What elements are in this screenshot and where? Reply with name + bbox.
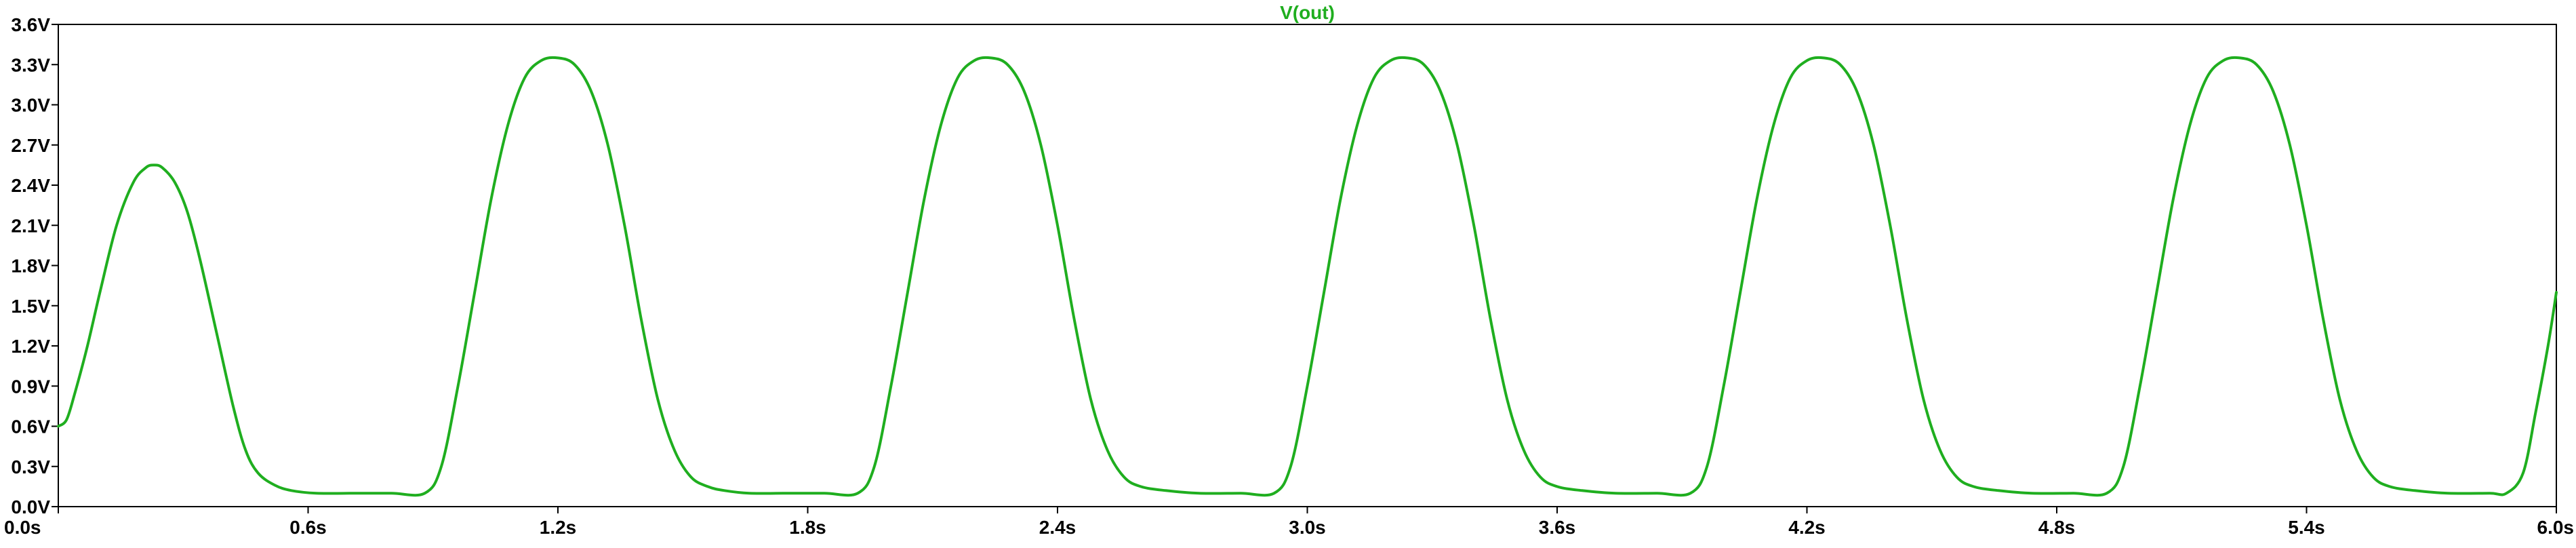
x-tick-label: 4.2s <box>1788 517 1826 538</box>
y-tick-label: 3.3V <box>11 54 50 75</box>
plot-area-frame <box>58 24 2557 507</box>
y-tick-label: 1.5V <box>11 296 50 317</box>
y-tick-label: 2.4V <box>11 175 50 196</box>
y-tick-label: 2.1V <box>11 215 50 236</box>
x-tick-label: 2.4s <box>1039 517 1076 538</box>
y-tick-label: 1.8V <box>11 256 50 277</box>
x-tick-label: 3.0s <box>1289 517 1326 538</box>
y-tick-label: 0.0V <box>11 496 50 517</box>
x-tick-label: 6.0s <box>2537 517 2575 538</box>
x-tick-label: 0.6s <box>289 517 327 538</box>
y-tick-label: 1.2V <box>11 336 50 357</box>
x-tick-label: 1.8s <box>789 517 826 538</box>
y-tick-label: 0.9V <box>11 376 50 397</box>
x-tick-label: 0.0s <box>4 517 41 538</box>
y-tick-label: 3.6V <box>11 14 50 35</box>
y-tick-label: 0.6V <box>11 416 50 437</box>
y-axis: 0.0V 0.3V 0.6V 0.9V 1.2V 1.5V 1.8V 2.1V 2.4V 2.7V… <box>11 14 58 517</box>
x-tick-label: 4.8s <box>2038 517 2076 538</box>
x-tick-label: 3.6s <box>1539 517 1576 538</box>
series-line-vout <box>57 56 2558 497</box>
x-axis: 0.0s 0.6s 1.2s 1.8s 2.4s 3.0s 3.6s 4.2s 4.8s 5.4s… <box>4 507 2574 538</box>
y-tick-label: 3.0V <box>11 95 50 116</box>
y-tick-label: 2.7V <box>11 135 50 156</box>
x-tick-label: 5.4s <box>2288 517 2325 538</box>
y-tick-label: 0.3V <box>11 456 50 477</box>
x-tick-label: 1.2s <box>540 517 577 538</box>
chart-title: V(out) <box>1280 2 1335 23</box>
